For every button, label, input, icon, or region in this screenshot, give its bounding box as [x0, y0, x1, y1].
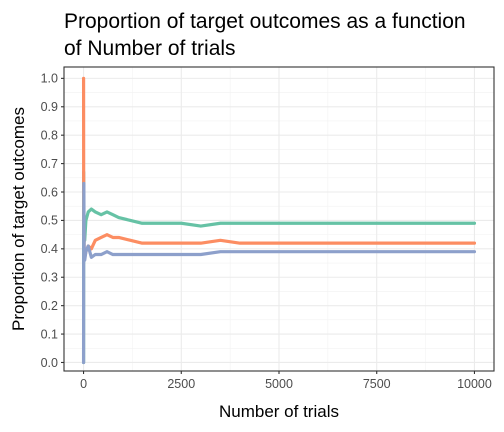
- series-line-3: [81, 181, 477, 365]
- y-axis-title: Proportion of target outcomes: [9, 107, 28, 331]
- y-tick-label: 0.8: [41, 128, 58, 142]
- y-tick-label: 0.0: [41, 356, 58, 370]
- chart-title: Proportion of target outcomes as a funct…: [64, 10, 466, 60]
- x-axis-title: Number of trials: [219, 402, 339, 421]
- y-tick-label: 0.5: [41, 214, 58, 228]
- y-tick-label: 0.9: [41, 100, 58, 114]
- x-tick-label: 5000: [265, 377, 293, 391]
- x-tick-label: 2500: [167, 377, 195, 391]
- y-tick-label: 0.6: [41, 185, 58, 199]
- x-tick-label: 7500: [363, 377, 391, 391]
- x-tick-label: 10000: [457, 377, 492, 391]
- y-tick-label: 1.0: [41, 72, 58, 86]
- y-tick-label: 0.1: [41, 327, 58, 341]
- y-tick-label: 0.2: [41, 299, 58, 313]
- y-tick-label: 0.4: [41, 242, 58, 256]
- y-tick-label: 0.3: [41, 271, 58, 285]
- y-tick-label: 0.7: [41, 157, 58, 171]
- x-tick-label: 0: [80, 377, 87, 391]
